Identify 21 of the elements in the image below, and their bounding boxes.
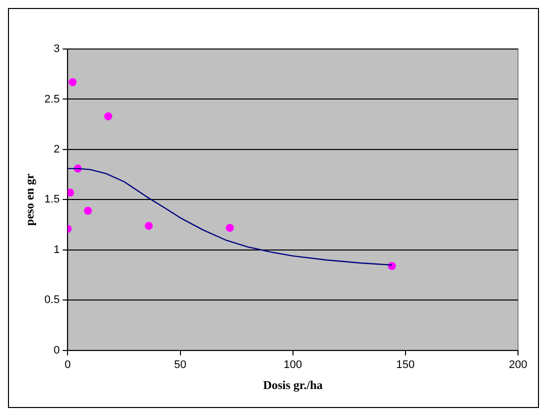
x-axis-title: Dosis gr./ha xyxy=(263,378,323,392)
point xyxy=(68,188,74,197)
x-tick-label: 200 xyxy=(508,359,528,372)
x-tick-label: 0 xyxy=(64,359,71,372)
x-tick-label: 100 xyxy=(284,359,302,372)
x-tick-label: 150 xyxy=(396,359,415,372)
x-tick-label: 50 xyxy=(174,359,186,372)
y-tick-label: 3 xyxy=(54,43,60,56)
y-tick-label: 2.5 xyxy=(44,93,60,106)
point xyxy=(104,112,112,120)
y-tick-label: 1 xyxy=(54,244,60,256)
y-tick-label: 0.5 xyxy=(44,294,60,306)
point xyxy=(144,222,153,230)
y-axis-title: peso en gr xyxy=(22,173,36,226)
y-tick-label: 0 xyxy=(54,344,60,356)
y-tick-label: 1.5 xyxy=(44,194,60,206)
y-tick-label: 2 xyxy=(54,144,60,156)
point xyxy=(388,262,396,270)
point xyxy=(226,224,234,232)
point xyxy=(84,206,92,215)
point xyxy=(68,78,77,86)
